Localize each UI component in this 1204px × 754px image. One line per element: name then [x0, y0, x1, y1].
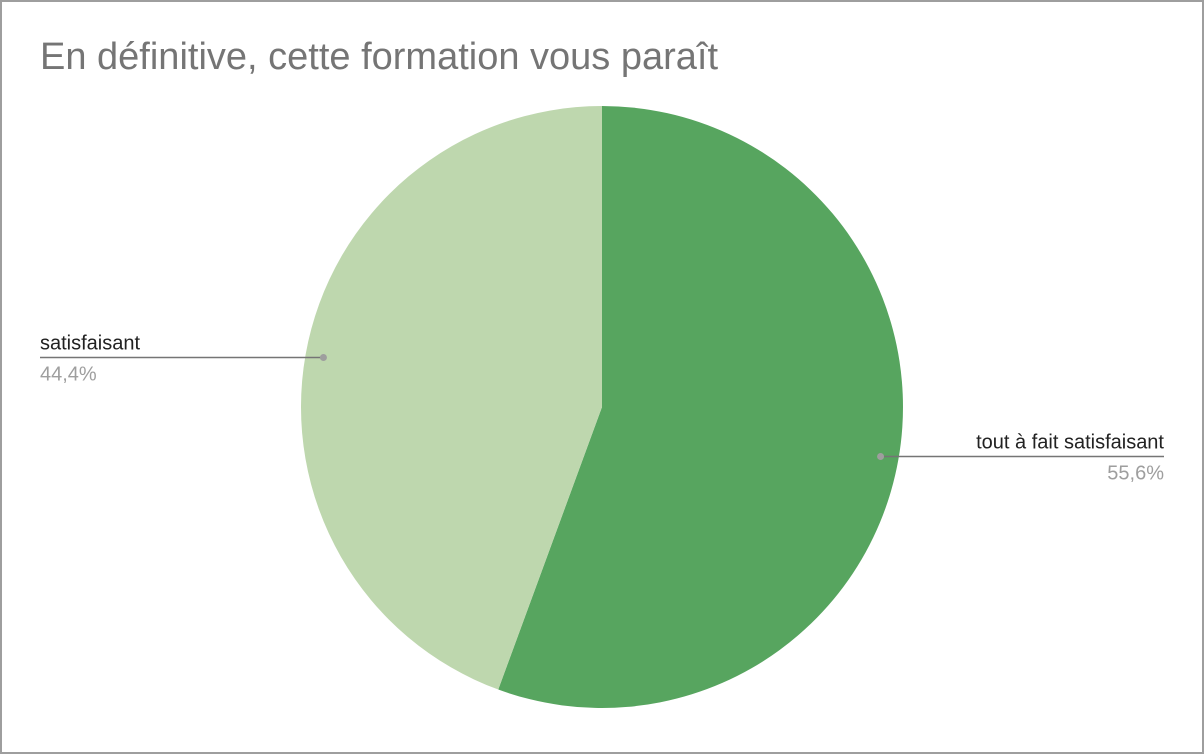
pie-slice — [498, 106, 903, 708]
pie-slice — [300, 106, 602, 690]
pie-slice-labels: tout à fait satisfaisant 55,6% satisfaisan… — [40, 332, 1164, 484]
slice-percent-label: 55,6% — [1107, 463, 1164, 485]
chart-title: En définitive, cette formation vous para… — [40, 36, 719, 78]
pie-slices — [300, 106, 903, 708]
slice-label: tout à fait satisfaisant — [976, 432, 1164, 454]
leader-dot — [319, 353, 327, 361]
leader-dot — [877, 453, 885, 461]
pie-leader-lines — [40, 353, 1164, 461]
slice-percent-label: 44,4% — [40, 363, 97, 385]
slice-label: satisfaisant — [40, 332, 140, 354]
